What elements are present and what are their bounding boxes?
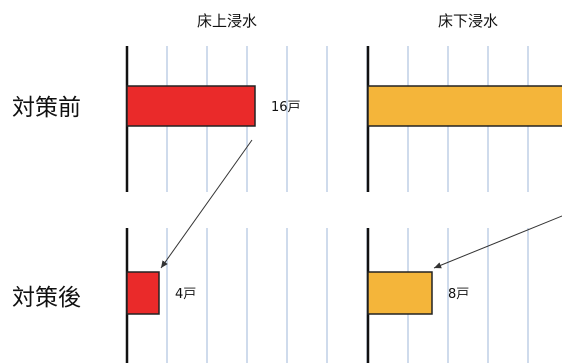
plot-layer: 対策前対策後床上浸水16戸4戸床下浸水48戸8戸 [12,12,562,363]
bar [126,85,256,127]
panel-title: 床下浸水 [438,12,498,30]
panel-title: 床上浸水 [197,12,257,30]
category-label: 対策前 [12,95,81,121]
bar [367,271,433,315]
bar [367,85,562,127]
reduction-arrow [433,215,562,269]
bar [126,271,160,315]
value-label: 4戸 [175,287,196,302]
reduction-arrow [160,139,253,269]
value-label: 16戸 [271,100,301,115]
value-label: 8戸 [448,287,469,302]
category-label: 対策後 [12,285,81,311]
